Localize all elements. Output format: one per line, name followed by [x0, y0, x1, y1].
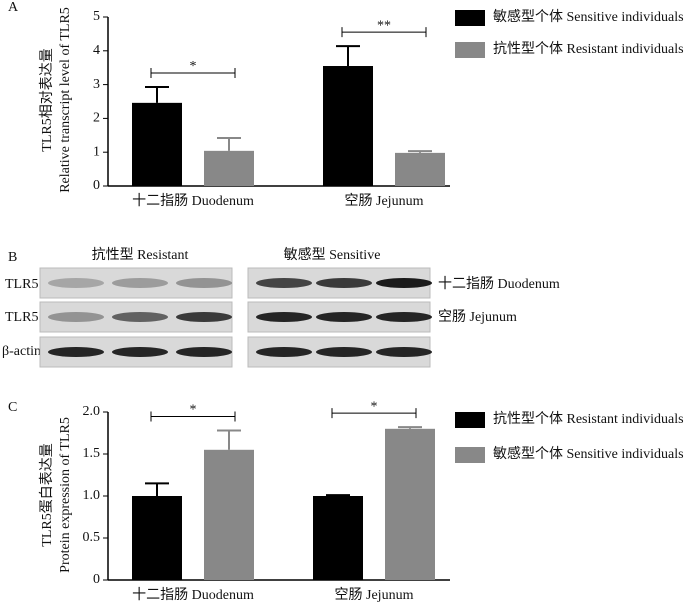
significance-label: * — [190, 59, 197, 74]
blot-band — [316, 312, 372, 322]
significance-bracket — [331, 408, 417, 419]
error-bar — [145, 85, 169, 103]
x-tick-label: 十二指肠 Duodenum — [132, 193, 254, 209]
blot-band — [48, 278, 104, 288]
blot-band — [256, 312, 312, 322]
y-tick-label: 0.5 — [83, 530, 101, 545]
bar — [204, 449, 254, 580]
legend-swatch — [455, 412, 485, 428]
legend-label: 敏感型个体 Sensitive individuals — [493, 8, 684, 25]
error-bar — [398, 426, 422, 429]
legend-swatch — [455, 10, 485, 26]
y-axis-label: TLR5蛋白表达量 — [39, 443, 55, 546]
blot-band — [176, 347, 232, 357]
blot-band — [48, 312, 104, 322]
bar — [132, 496, 182, 580]
western-blot: B 抗性型 Resistant 敏感型 Sensitive TLR5 TLR5 … — [2, 246, 560, 359]
y-tick-label: 1 — [93, 144, 100, 159]
y-tick-label: 4 — [93, 43, 100, 58]
legend-label: 抗性型个体 Resistant individuals — [493, 41, 684, 57]
blot-band — [112, 312, 168, 322]
y-tick-label: 3 — [93, 77, 100, 92]
bar — [385, 428, 435, 580]
row-label: TLR5 — [5, 277, 38, 292]
blot-band — [376, 312, 432, 322]
significance-bracket — [341, 27, 427, 38]
legend-label: 抗性型个体 Resistant individuals — [493, 411, 684, 427]
group-label: 敏感型 Sensitive — [284, 246, 381, 263]
error-bar — [326, 494, 350, 497]
x-tick-label: 空肠 Jejunum — [345, 193, 424, 209]
significance-label: ** — [377, 18, 391, 33]
y-tick-label: 2 — [93, 111, 100, 126]
blot-band — [176, 278, 232, 288]
x-tick-label: 十二指肠 Duodenum — [132, 587, 254, 603]
y-axis-label: Relative transcript level of TLR5 — [58, 7, 73, 193]
significance-label: * — [371, 399, 378, 414]
blot-panel — [39, 267, 233, 299]
x-tick-label: 空肠 Jejunum — [335, 587, 414, 603]
error-bar — [145, 482, 169, 496]
bar — [323, 66, 373, 186]
y-axis-label: Protein expression of TLR5 — [58, 417, 73, 573]
blot-band — [176, 312, 232, 322]
panel-label: A — [8, 0, 19, 15]
legend-swatch — [455, 42, 485, 58]
blot-band — [256, 278, 312, 288]
panel-label: C — [8, 400, 17, 415]
blot-band — [48, 347, 104, 357]
blot-band — [376, 347, 432, 357]
legend-label: 敏感型个体 Sensitive individuals — [493, 445, 684, 462]
blot-band — [112, 278, 168, 288]
y-tick-label: 2.0 — [83, 404, 101, 419]
significance-bracket — [150, 67, 236, 78]
bar — [313, 496, 363, 580]
error-bar — [217, 137, 241, 151]
panel-label: B — [8, 250, 17, 265]
tissue-label: 空肠 Jejunum — [438, 309, 517, 325]
y-tick-label: 1.0 — [83, 488, 101, 503]
legend-swatch — [455, 447, 485, 463]
row-label: β-actin — [2, 344, 41, 359]
group-label: 抗性型 Resistant — [92, 247, 189, 263]
error-bar — [336, 45, 360, 67]
blot-band — [376, 278, 432, 288]
bar — [395, 152, 445, 186]
tissue-label: 十二指肠 Duodenum — [438, 276, 560, 292]
significance-label: * — [190, 403, 197, 418]
blot-band — [316, 278, 372, 288]
blot-band — [112, 347, 168, 357]
bar — [132, 102, 182, 186]
row-label: TLR5 — [5, 310, 38, 325]
error-bar — [408, 150, 432, 153]
y-tick-label: 5 — [93, 9, 100, 24]
error-bar — [217, 429, 241, 450]
bar — [204, 150, 254, 186]
blot-band — [316, 347, 372, 357]
y-tick-label: 0 — [93, 178, 100, 193]
significance-bracket — [150, 411, 236, 422]
y-tick-label: 1.5 — [83, 446, 101, 461]
y-tick-label: 0 — [93, 572, 100, 587]
y-axis-label: TLR5相对表达量 — [39, 48, 55, 151]
blot-band — [256, 347, 312, 357]
